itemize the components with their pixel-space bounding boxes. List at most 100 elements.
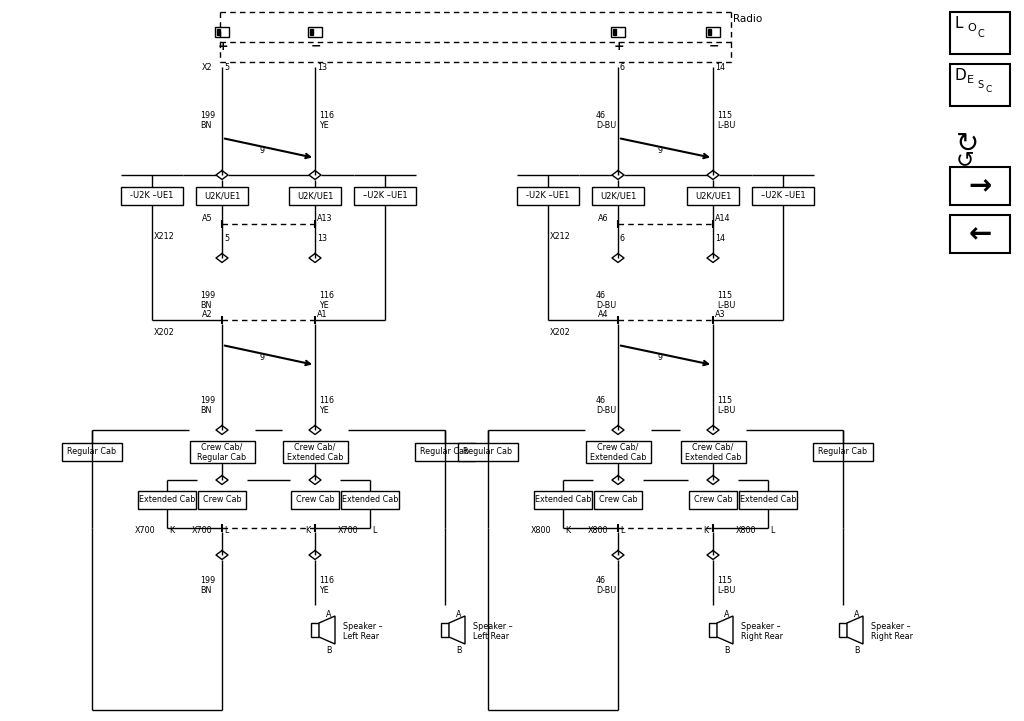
Text: L: L — [770, 526, 774, 535]
Text: A13: A13 — [317, 214, 333, 223]
Text: L-BU: L-BU — [717, 301, 735, 310]
Text: -U2K –UE1: -U2K –UE1 — [130, 192, 174, 200]
Text: X212: X212 — [550, 232, 570, 241]
Bar — [354, 187, 416, 205]
Text: A2: A2 — [202, 310, 213, 319]
Text: 9: 9 — [657, 353, 663, 362]
Text: X212: X212 — [154, 232, 175, 241]
Text: -U2K –UE1: -U2K –UE1 — [526, 192, 569, 200]
Text: Speaker –: Speaker – — [871, 622, 910, 631]
Text: D: D — [954, 68, 966, 83]
Text: 116: 116 — [319, 396, 334, 405]
Bar — [441, 623, 449, 637]
Text: L: L — [954, 16, 963, 31]
Text: K: K — [305, 526, 310, 535]
Polygon shape — [847, 616, 863, 644]
Text: 9: 9 — [657, 146, 663, 155]
Text: 14: 14 — [715, 234, 725, 243]
Text: 115: 115 — [717, 396, 732, 405]
Text: 115: 115 — [717, 111, 732, 120]
Text: 46: 46 — [596, 111, 606, 120]
Text: X700: X700 — [193, 526, 213, 535]
Text: Extended Cab: Extended Cab — [342, 495, 398, 505]
Text: U2K/UE1: U2K/UE1 — [600, 192, 636, 200]
Text: S: S — [977, 80, 983, 90]
Bar — [341, 491, 399, 509]
Text: A14: A14 — [715, 214, 730, 223]
Text: 6: 6 — [620, 63, 625, 72]
Bar — [592, 187, 644, 205]
Bar — [189, 441, 255, 463]
Text: 116: 116 — [319, 576, 334, 585]
Text: Speaker –: Speaker – — [741, 622, 780, 631]
Text: Crew Cab/
Extended Cab: Crew Cab/ Extended Cab — [590, 442, 646, 461]
Text: 46: 46 — [596, 291, 606, 300]
Text: X800: X800 — [736, 526, 757, 535]
Text: K: K — [565, 526, 570, 535]
Bar — [950, 167, 1010, 205]
Text: K: K — [703, 526, 709, 535]
Text: U2K/UE1: U2K/UE1 — [204, 192, 241, 200]
Text: C: C — [978, 29, 985, 39]
Bar — [687, 187, 739, 205]
Text: 199: 199 — [200, 576, 215, 585]
Text: 46: 46 — [596, 576, 606, 585]
Text: Crew Cab: Crew Cab — [693, 495, 732, 505]
Text: X800: X800 — [588, 526, 608, 535]
Bar — [950, 64, 1010, 106]
Text: 9: 9 — [260, 353, 265, 362]
Text: 199: 199 — [200, 396, 215, 405]
Text: Regular Cab: Regular Cab — [68, 448, 117, 456]
Bar — [586, 441, 650, 463]
Bar — [217, 32, 220, 35]
Bar — [310, 29, 313, 32]
Bar — [458, 443, 518, 461]
Text: Crew Cab: Crew Cab — [599, 495, 637, 505]
Bar — [217, 29, 220, 32]
Text: 14: 14 — [715, 63, 725, 72]
Text: D-BU: D-BU — [596, 301, 616, 310]
Text: L: L — [372, 526, 377, 535]
Text: Regular Cab: Regular Cab — [421, 448, 470, 456]
Text: A6: A6 — [598, 214, 608, 223]
Text: −: − — [311, 40, 322, 53]
Text: Extended Cab: Extended Cab — [535, 495, 591, 505]
Text: BN: BN — [200, 121, 211, 130]
Bar — [839, 623, 847, 637]
Text: Speaker –: Speaker – — [343, 622, 383, 631]
Text: –U2K –UE1: –U2K –UE1 — [761, 192, 805, 200]
Text: A: A — [456, 610, 462, 619]
Bar — [311, 623, 319, 637]
Text: +: + — [218, 40, 228, 53]
Bar — [138, 491, 196, 509]
Text: Crew Cab/
Extended Cab: Crew Cab/ Extended Cab — [287, 442, 343, 461]
Text: D-BU: D-BU — [596, 586, 616, 595]
Bar — [289, 187, 341, 205]
Bar — [613, 32, 616, 35]
Text: Extended Cab: Extended Cab — [139, 495, 196, 505]
Text: BN: BN — [200, 586, 211, 595]
Text: Left Rear: Left Rear — [343, 632, 379, 641]
Polygon shape — [319, 616, 335, 644]
Text: X700: X700 — [338, 526, 358, 535]
Text: +: + — [614, 40, 625, 53]
Text: 116: 116 — [319, 291, 334, 300]
Text: Radio: Radio — [733, 14, 762, 24]
Text: YE: YE — [319, 301, 329, 310]
Bar — [708, 32, 711, 35]
Text: A4: A4 — [598, 310, 608, 319]
Text: 46: 46 — [596, 396, 606, 405]
Text: –U2K –UE1: –U2K –UE1 — [362, 192, 408, 200]
Text: C: C — [986, 85, 992, 94]
Text: L-BU: L-BU — [717, 406, 735, 415]
Text: U2K/UE1: U2K/UE1 — [695, 192, 731, 200]
Text: D-BU: D-BU — [596, 121, 616, 130]
Text: Crew Cab/
Regular Cab: Crew Cab/ Regular Cab — [198, 442, 247, 461]
Bar — [517, 187, 579, 205]
Text: BN: BN — [200, 406, 211, 415]
Text: K: K — [169, 526, 174, 535]
Text: X700: X700 — [135, 526, 156, 535]
Text: 115: 115 — [717, 576, 732, 585]
Polygon shape — [449, 616, 465, 644]
Text: L-BU: L-BU — [717, 586, 735, 595]
